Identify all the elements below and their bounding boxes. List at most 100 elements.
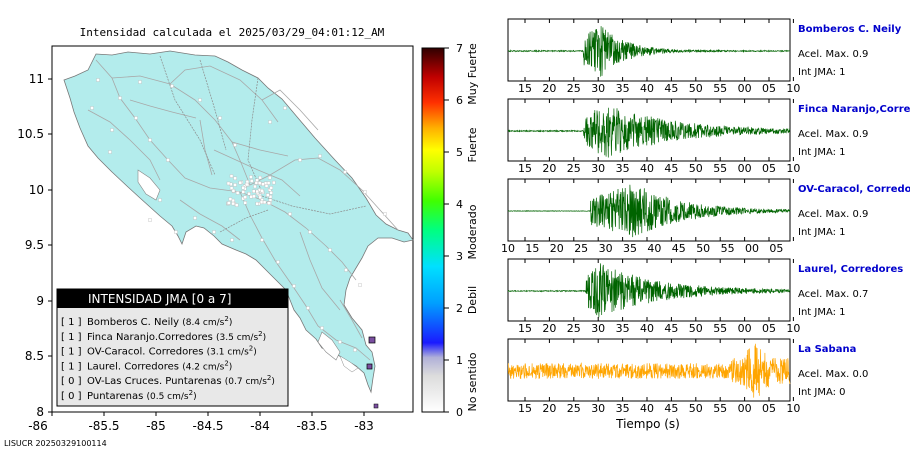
town-dot [343,170,347,174]
map-y-tick-label: 8.5 [25,349,44,363]
road [299,231,341,311]
road [239,191,371,361]
seismogram-tick-label: 10 [786,402,800,415]
towns [90,78,387,352]
seismogram-tick-label: 15 [518,82,532,95]
legend-item-value: (3.5 cm/s [216,333,258,343]
seismogram-tick-label: 30 [599,242,613,255]
legend-item-end: ) [271,377,275,387]
town-dot [260,238,264,242]
seismogram-tick-label: 10 [786,82,800,95]
town-dot [268,194,273,199]
seismogram-tick-label: 20 [542,162,556,175]
seismogram-tick-label: 20 [542,82,556,95]
map-y-tick-label: 8 [36,405,44,419]
legend-item-name: OV-Las Cruces. Puntarenas [87,376,225,387]
town-dot [241,190,245,194]
seismogram-tick-label: 50 [689,82,703,95]
town-dot [252,194,256,199]
seismogram-tick-label: 40 [647,242,661,255]
town-dot [259,200,264,205]
station-jma: Int JMA: 1 [798,67,846,78]
seismogram-panel: 15 20 25 30 35 40 45 50 55 00 05 10 Bomberos C. Neil… [507,18,902,95]
seismogram-tick-label: 50 [689,402,703,415]
colorbar-label: Fuerte [466,127,479,162]
seismogram-tick-label: 45 [664,402,678,415]
seismogram-trace [507,263,791,318]
map-x-tick-label: -85.5 [88,419,119,433]
seismogram-panel: 10 15 20 25 30 35 40 45 50 55 00 05 OV-Caracol, Corr… [501,178,910,255]
town-dot [238,180,242,185]
legend-item-value: (4.2 cm/s [182,362,224,372]
town-dot [258,175,262,180]
province-border [261,195,367,215]
town-dot [298,158,302,162]
legend-item-sup: 2 [224,315,228,323]
legend-item-text: Puntarenas (0.5 cm/s2) [87,389,197,402]
town-dot [198,98,202,102]
colorbar-label: Muy Fuerte [466,43,479,105]
seismogram-trace [507,343,791,398]
legend-box [56,288,289,407]
town-dot [90,106,94,110]
seismogram-tick-label: 25 [567,82,581,95]
legend-item-text: Finca Naranjo.Corredores (3.5 cm/s2) [87,330,266,343]
legend-item-name: Bomberos C. Neily [87,317,182,328]
town-dot [249,175,253,179]
osa-peninsula-coast [339,355,359,373]
town-dot [96,78,100,82]
legend-item-jma: [ 0 ] [61,376,82,387]
town-dot [258,195,262,200]
town-dot [243,201,247,205]
station-accel: Acel. Max. 0.9 [798,129,868,140]
seismogram-tick-label: 00 [738,82,752,95]
road [339,299,363,339]
seismogram-tick-label: 10 [786,162,800,175]
town-dot [383,212,387,216]
road [87,109,161,181]
seismogram-tick-label: 45 [664,162,678,175]
town-dot [338,340,342,344]
legend-item-sup: 2 [189,389,193,397]
legend-item-text: OV-Caracol. Corredores (3.1 cm/s2) [87,345,257,358]
town-dot [118,96,122,100]
station-name: OV-Caracol, Corredores [798,184,910,195]
town-dot [134,116,138,120]
seismogram-tick-label: 35 [616,82,630,95]
seismogram-tick-label: 15 [518,322,532,335]
colorbar-tick-label: 4 [456,198,463,211]
town-dot [249,194,253,199]
town-dot [269,186,273,190]
legend-item-text: OV-Las Cruces. Puntarenas (0.7 cm/s2) [87,374,275,387]
map-land [63,50,414,394]
legend-item-value: (0.7 cm/s [225,377,267,387]
town-dot [268,120,272,124]
station-accel: Acel. Max. 0.9 [798,49,868,60]
legend-item-jma: [ 1 ] [61,361,82,372]
legend-item-end: ) [229,362,233,372]
road [199,119,213,176]
town-dot [264,184,269,188]
station-name: La Sabana [798,344,856,355]
town-dot [231,188,236,193]
town-dot [283,106,287,110]
seismogram-tick-label: 30 [591,322,605,335]
seismogram-tick-label: 25 [567,402,581,415]
seismogram-tick-label: 15 [525,242,539,255]
map-y-tick-label: 9.5 [25,238,44,252]
legend-item-name: Finca Naranjo.Corredores [87,332,216,343]
colorbar-tick-label: 5 [456,146,463,159]
station-jma: Int JMA: 0 [798,387,846,398]
legend-item-end: ) [253,348,257,358]
colorbar-tick-label: 7 [456,42,463,55]
road [179,199,241,241]
town-dot [363,190,367,194]
station-name: Laurel, Corredores [798,264,903,275]
map-y-axis: 11 10.5 10 9.5 9 8.5 8 [17,72,52,419]
seismogram-tick-label: 35 [616,402,630,415]
seismogram-tick-label: 05 [762,402,776,415]
seismogram-tick-label: 45 [664,82,678,95]
legend-item-value: (0.5 cm/s [146,392,188,402]
seismogram-tick-label: 05 [762,162,776,175]
seismogram-tick-label: 05 [769,242,783,255]
